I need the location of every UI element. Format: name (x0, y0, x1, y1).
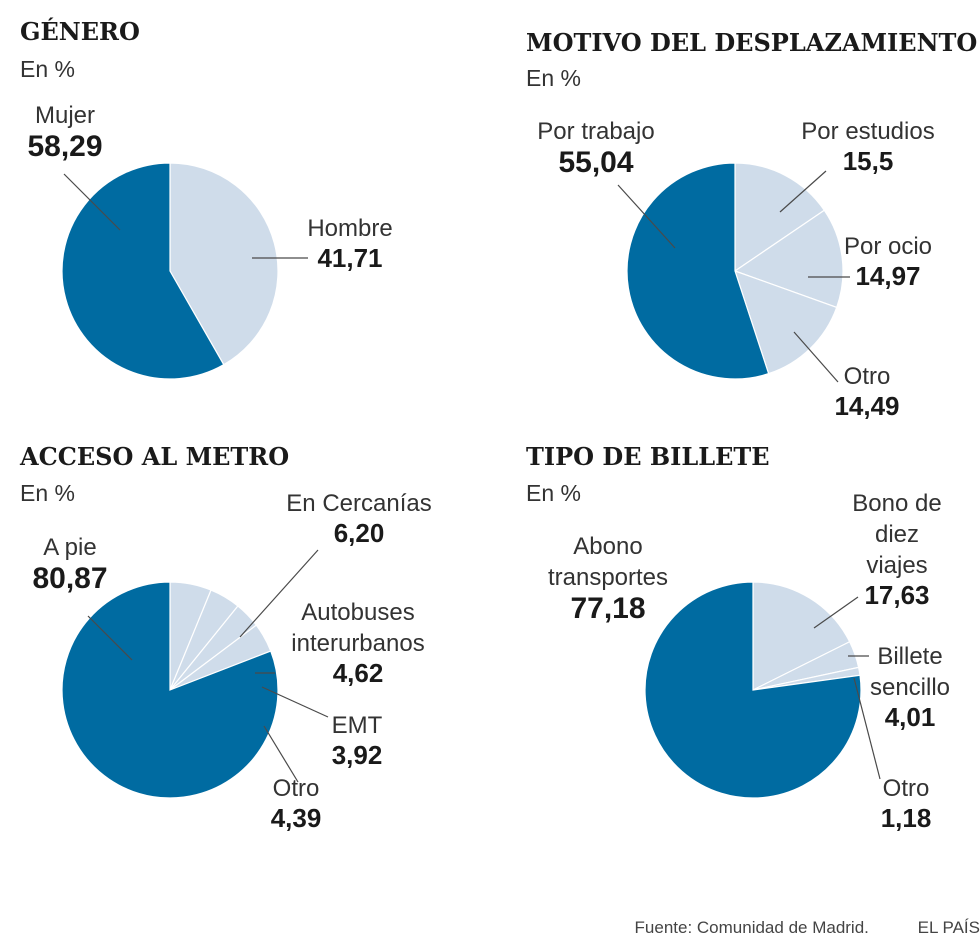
label-value-mujer: 58,29 (27, 130, 102, 163)
pie-chart-genero: GÉNERO En % Mujer 58,29 Hombre 41,71 (0, 0, 490, 430)
brand-logo: EL PAÍS (917, 918, 980, 937)
label-value-a-pie: 80,87 (32, 562, 107, 595)
chart-title: GÉNERO (20, 17, 140, 46)
label-name-billete-sencillo: sencillo (870, 674, 950, 701)
leader-line-a-pie (87, 615, 133, 661)
chart-subtitle: En % (526, 65, 581, 91)
pie-slice-a-pie (61, 581, 279, 799)
label-name-bono-de-diez-viajes: Bono de (852, 490, 941, 517)
label-name-por-estudios: Por estudios (801, 118, 934, 145)
pie-chart-motivo: MOTIVO DEL DESPLAZAMIENTO En % Por traba… (490, 0, 980, 430)
leader-line-otro (853, 677, 881, 780)
leader-line-en-cercanias (239, 549, 319, 638)
leader-line-emt (261, 686, 329, 718)
pie-chart-billete: TIPO DE BILLETE En % Abono transportes 77,… (490, 430, 980, 860)
label-value-por-trabajo: 55,04 (558, 146, 633, 179)
label-name-billete-sencillo: Billete (877, 643, 942, 670)
label-value-autobuses-interurbanos: 4,62 (333, 658, 384, 688)
label-name-abono-transportes: transportes (548, 564, 668, 591)
chart-subtitle: En % (20, 480, 75, 506)
label-name-bono-de-diez-viajes: diez (875, 521, 919, 548)
label-value-otro: 1,18 (881, 803, 932, 833)
pie-slice-hombre (169, 162, 279, 366)
label-name-abono-transportes: Abono (573, 533, 642, 560)
footer: Fuente: Comunidad de Madrid. EL PAÍS (635, 918, 980, 938)
leader-line-por-estudios (779, 170, 827, 213)
pie-slice-por-estudios (734, 162, 826, 273)
chart-subtitle: En % (20, 56, 75, 82)
chart-subtitle: En % (526, 480, 581, 506)
label-value-billete-sencillo: 4,01 (885, 702, 936, 732)
label-name-otro: Otro (844, 363, 891, 390)
label-name-mujer: Mujer (35, 102, 95, 129)
label-name-bono-de-diez-viajes: viajes (866, 552, 927, 579)
label-name-autobuses-interurbanos: Autobuses (301, 599, 414, 626)
label-name-por-trabajo: Por trabajo (537, 118, 654, 145)
pie-slice-mujer (61, 162, 225, 380)
pie-slice-bono-de-diez-viajes (752, 581, 851, 691)
label-value-bono-de-diez-viajes: 17,63 (864, 580, 929, 610)
chart-title: MOTIVO DEL DESPLAZAMIENTO (526, 28, 977, 57)
label-value-otro: 14,49 (834, 391, 899, 421)
label-value-otro: 4,39 (271, 803, 322, 833)
chart-title: ACCESO AL METRO (19, 442, 289, 471)
pie-slice-abono-transportes (644, 581, 862, 799)
pie-chart-acceso: ACCESO AL METRO En % A pie 80,87 En Cercan… (0, 430, 490, 860)
label-name-hombre: Hombre (307, 215, 392, 242)
label-value-emt: 3,92 (332, 740, 383, 770)
leader-line-otro (793, 331, 839, 383)
chart-title: TIPO DE BILLETE (526, 442, 770, 471)
label-name-emt: EMT (332, 712, 383, 739)
leader-line-mujer (63, 173, 121, 231)
leader-line-por-trabajo (617, 184, 676, 249)
label-name-otro: Otro (883, 775, 930, 802)
label-name-en-cercanias: En Cercanías (286, 490, 431, 517)
label-name-por-ocio: Por ocio (844, 233, 932, 260)
label-name-autobuses-interurbanos: interurbanos (291, 630, 424, 657)
label-name-a-pie: A pie (43, 534, 96, 561)
pie-slice-por-trabajo (626, 162, 770, 380)
leader-line-otro (263, 725, 299, 783)
label-value-por-estudios: 15,5 (843, 146, 894, 176)
label-value-por-ocio: 14,97 (855, 261, 920, 291)
leader-line-bono-de-diez-viajes (813, 596, 859, 629)
label-name-otro: Otro (273, 775, 320, 802)
source-note: Fuente: Comunidad de Madrid. (634, 918, 869, 937)
label-value-abono-transportes: 77,18 (570, 592, 645, 625)
pie-slice-por-ocio (733, 209, 844, 309)
label-value-hombre: 41,71 (317, 243, 382, 273)
pie-chart-billete-svg: TIPO DE BILLETE En % Abono transportes77,… (526, 442, 950, 833)
label-value-en-cercanias: 6,20 (334, 518, 385, 548)
pie-chart-motivo-svg: MOTIVO DEL DESPLAZAMIENTO En % Por traba… (526, 28, 977, 421)
